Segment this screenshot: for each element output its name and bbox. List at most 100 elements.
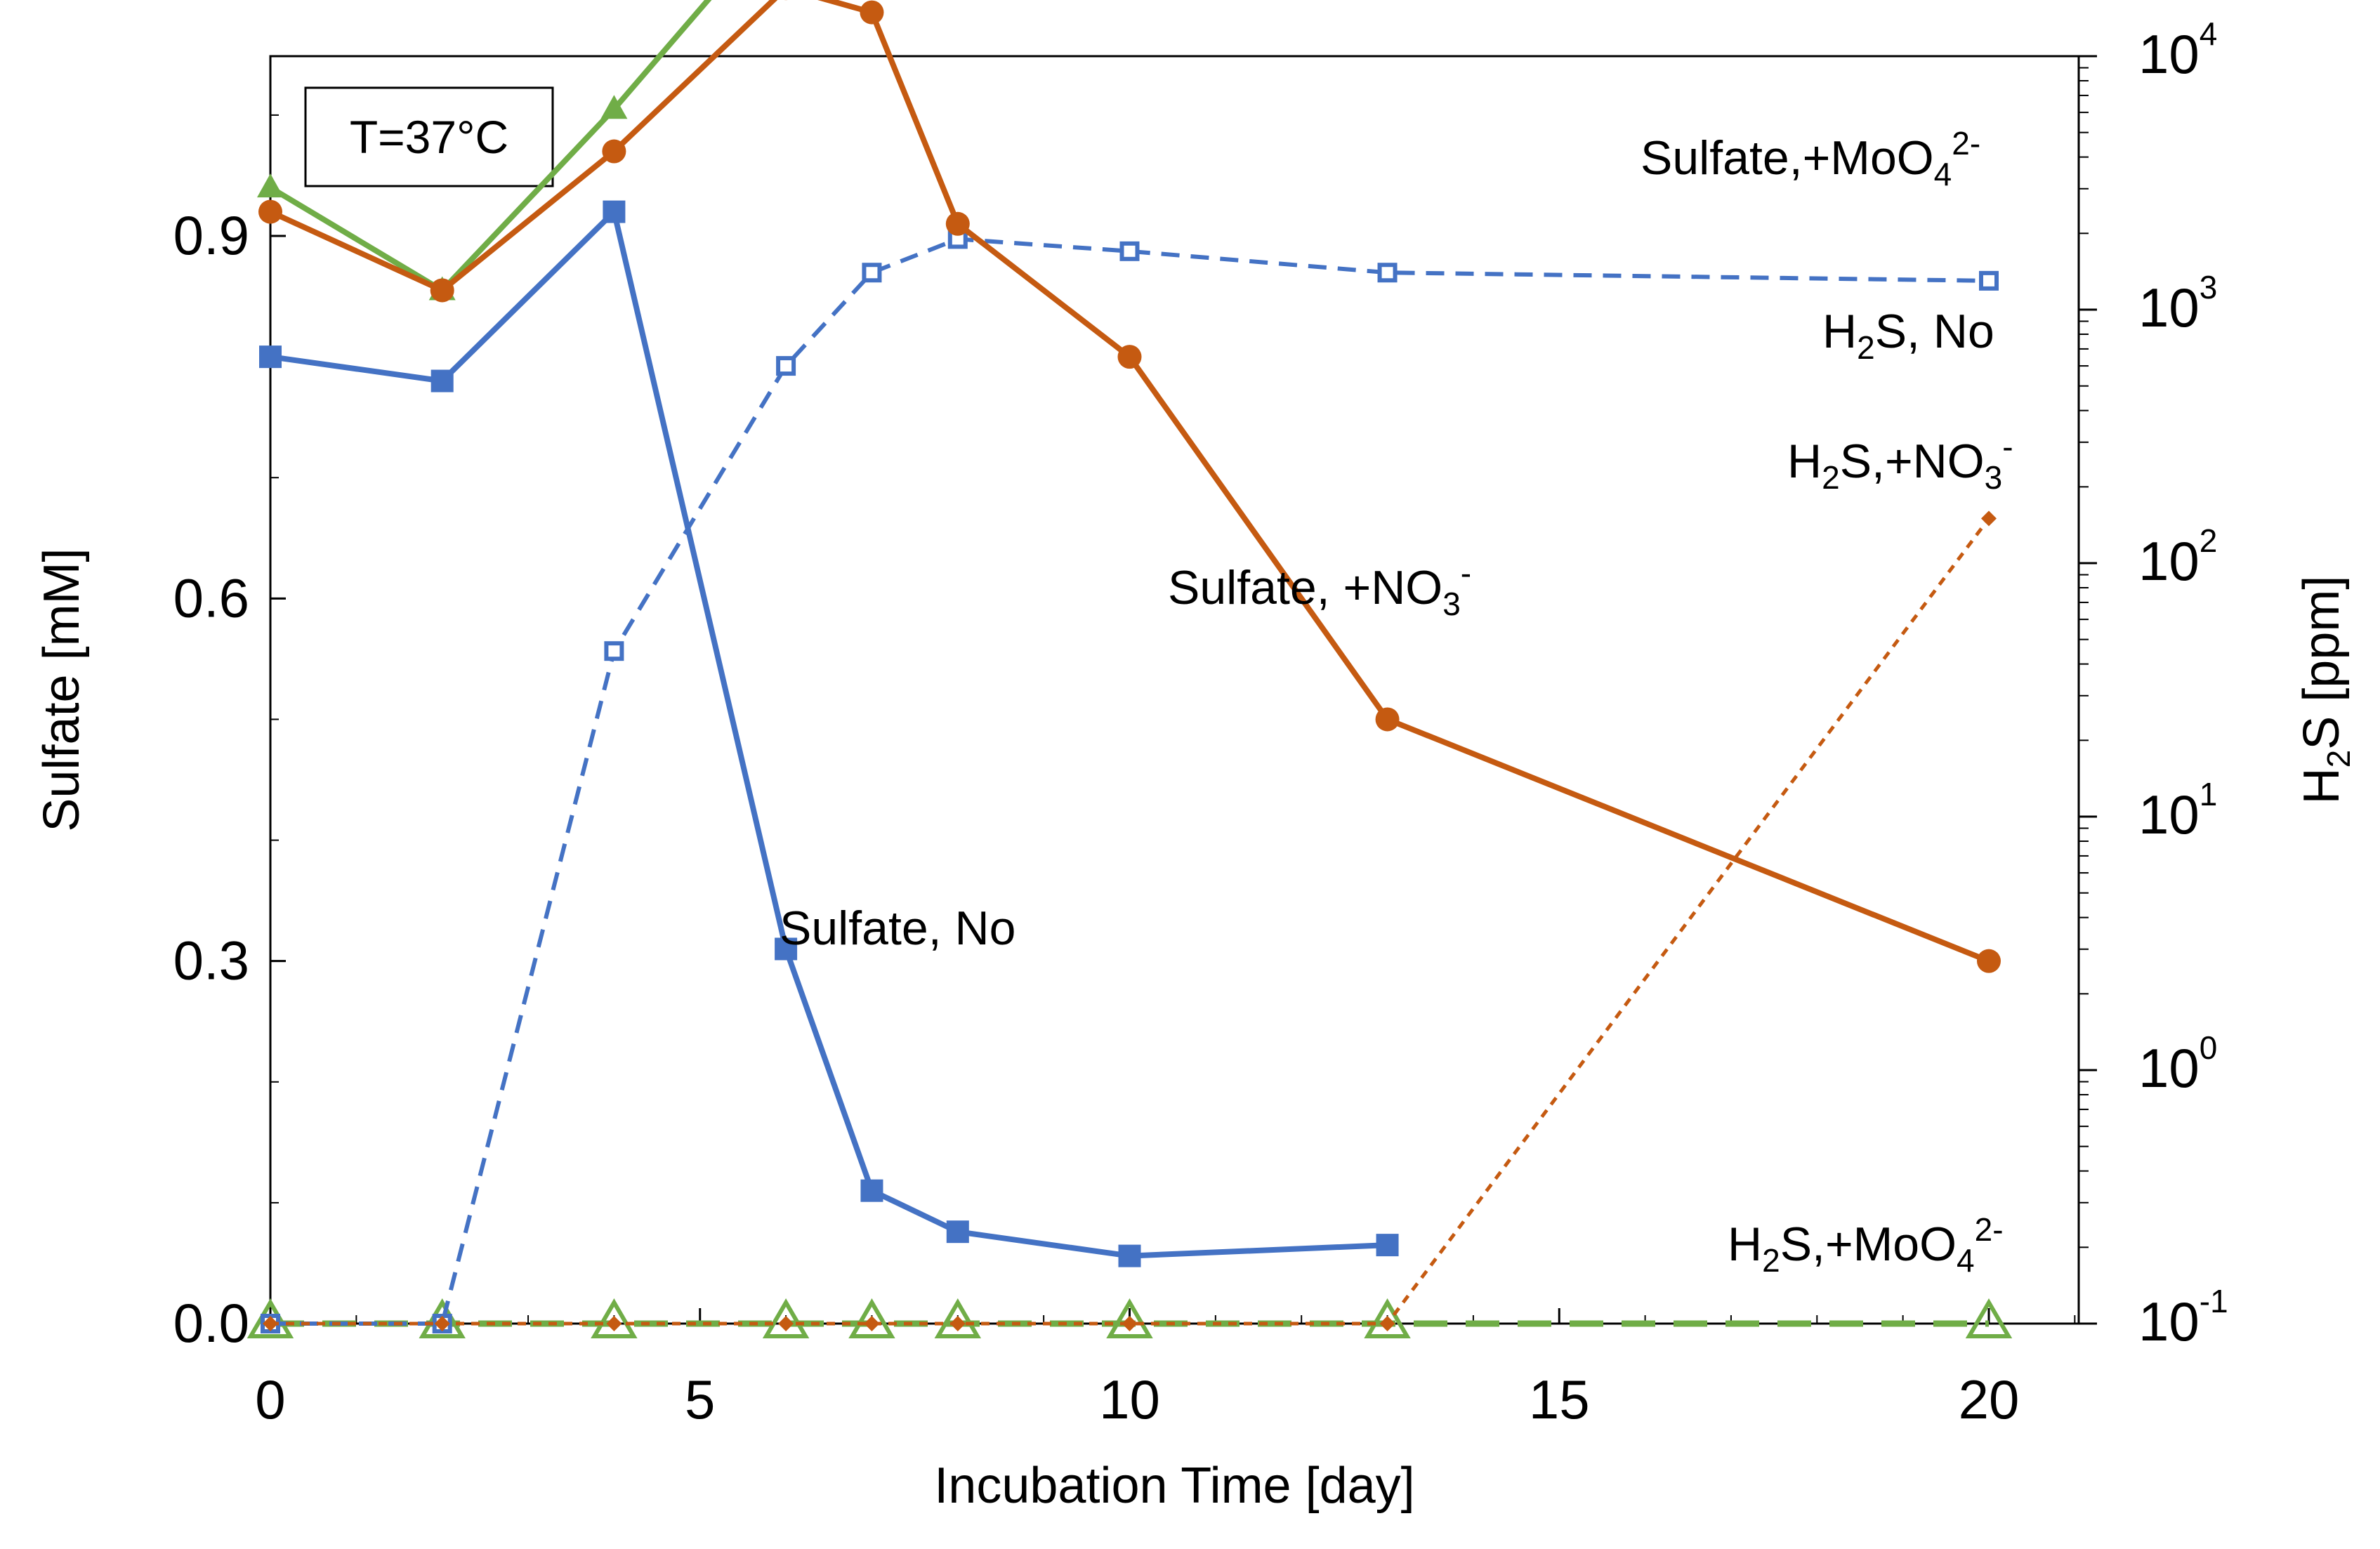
series-label-1: Sulfate, +NO3- <box>1168 555 1471 622</box>
y-right-tick-base: 10 <box>2138 530 2200 592</box>
marker-square <box>259 345 282 368</box>
marker-square <box>947 1220 969 1243</box>
y-right-tick-exponent: 3 <box>2200 269 2218 305</box>
annotation-text: T=37°C <box>350 111 508 163</box>
series-sulfate-no <box>259 201 1399 1267</box>
marker-circle <box>602 140 626 164</box>
series-label-rest: S,+MoO <box>1780 1218 1957 1271</box>
series-label-main: H <box>1822 305 1857 358</box>
marker-circle <box>946 212 970 236</box>
y-right-title-rest: S [ppm] <box>2294 576 2350 750</box>
series-line <box>270 518 1989 1324</box>
y-right-tick-base: 10 <box>2138 277 2200 338</box>
x-tick-label: 15 <box>1529 1369 1590 1430</box>
marker-open-square <box>1122 244 1138 259</box>
y-right-tick-label: 100 <box>2138 1029 2217 1099</box>
y-left-tick-label: 0.0 <box>173 1292 249 1354</box>
series-label-0: Sulfate, No <box>780 902 1015 955</box>
y-right-tick-exponent: 2 <box>2200 522 2218 559</box>
series-label-sup: 2- <box>1952 125 1980 162</box>
series-label-main: Sulfate,+MoO <box>1641 131 1934 185</box>
y-left-axis-title: Sulfate [mM] <box>34 548 90 831</box>
series-label-5: H2S,+MoO42- <box>1728 1211 2004 1279</box>
y-right-tick-label: 10-1 <box>2138 1283 2228 1352</box>
series-label-sub2: 4 <box>1957 1242 1975 1279</box>
series-label-sub: 4 <box>1934 156 1952 192</box>
marker-square <box>603 201 625 223</box>
marker-diamond <box>864 1316 879 1331</box>
series-label-main: H <box>1728 1218 1762 1271</box>
marker-diamond <box>1380 1316 1395 1331</box>
series-label-2: Sulfate,+MoO42- <box>1641 125 1980 192</box>
y-right-title-base: H <box>2294 767 2350 804</box>
y-right-tick-exponent: 1 <box>2200 776 2218 812</box>
y-right-tick-label: 104 <box>2138 15 2217 85</box>
series-label-main: H <box>1787 435 1822 488</box>
y-right-tick-base: 10 <box>2138 23 2200 85</box>
marker-open-square <box>606 643 622 659</box>
marker-open-square <box>1981 273 1997 289</box>
series-label-4: H2S,+NO3- <box>1787 428 2013 496</box>
plot-frame <box>270 56 2079 1324</box>
x-tick-label: 10 <box>1099 1369 1160 1430</box>
x-tick-label: 5 <box>685 1369 715 1430</box>
series-label-sup: 2- <box>1975 1211 2004 1248</box>
marker-square <box>1376 1234 1399 1256</box>
marker-diamond <box>1122 1316 1138 1331</box>
series-label-sub: 3 <box>1442 586 1461 622</box>
y-right-tick-base: 10 <box>2138 784 2200 845</box>
marker-square <box>431 370 454 393</box>
x-axis-title: Incubation Time [day] <box>934 1458 1414 1514</box>
y-left-tick-label: 0.6 <box>173 567 249 628</box>
x-tick-label: 20 <box>1959 1369 2020 1430</box>
series-label-sup: - <box>2002 428 2013 465</box>
marker-open-square <box>778 358 794 374</box>
series-label-main: Sulfate, No <box>780 902 1015 955</box>
y-right-tick-label: 101 <box>2138 776 2217 845</box>
marker-open-square <box>1380 265 1395 280</box>
marker-circle <box>860 1 883 25</box>
series-h2s-no <box>263 231 1997 1331</box>
marker-diamond <box>778 1316 794 1331</box>
marker-square <box>860 1180 883 1202</box>
series-h2s-no3- <box>263 510 1997 1331</box>
series-label-main: Sulfate, +NO <box>1168 561 1442 614</box>
series-label-sub: 2 <box>1762 1242 1780 1279</box>
marker-circle <box>1977 949 2001 973</box>
series-label-sub: 2 <box>1822 459 1840 496</box>
marker-diamond <box>1981 510 1997 526</box>
series-label-sub: 2 <box>1857 329 1875 366</box>
chart-frame: 051015200.00.30.60.91.210-11001011021031… <box>34 0 2357 1514</box>
marker-circle <box>1376 707 1400 731</box>
marker-triangle <box>257 173 284 197</box>
marker-diamond <box>950 1316 966 1331</box>
series-line <box>270 212 1388 1256</box>
series-layer <box>251 0 2008 1336</box>
series-label-sub2: 3 <box>1985 459 2003 496</box>
series-label-sup: - <box>1461 555 1471 591</box>
marker-circle <box>258 200 282 224</box>
y-right-tick-base: 10 <box>2138 1037 2200 1099</box>
y-left-tick-label: 0.9 <box>173 204 249 266</box>
y-right-tick-label: 102 <box>2138 522 2217 592</box>
marker-square <box>1119 1245 1141 1267</box>
series-label-3: H2S, No <box>1822 305 1994 366</box>
y-right-axis-title: H2S [ppm] <box>2294 576 2357 805</box>
x-tick-label: 0 <box>255 1369 285 1430</box>
series-line <box>270 239 1989 1324</box>
series-label-rest: S, No <box>1875 305 1994 358</box>
y-left-tick-label: 0.3 <box>173 930 249 991</box>
y-right-tick-exponent: -1 <box>2200 1283 2228 1319</box>
y-right-tick-exponent: 4 <box>2200 15 2218 52</box>
y-right-tick-base: 10 <box>2138 1291 2200 1352</box>
marker-diamond <box>606 1316 622 1331</box>
y-right-tick-label: 103 <box>2138 269 2217 338</box>
marker-open-square <box>864 265 879 280</box>
marker-circle <box>430 278 454 302</box>
marker-circle <box>1118 345 1142 369</box>
series-label-rest: S,+NO <box>1840 435 1985 488</box>
y-right-title-sub: 2 <box>2320 750 2357 768</box>
